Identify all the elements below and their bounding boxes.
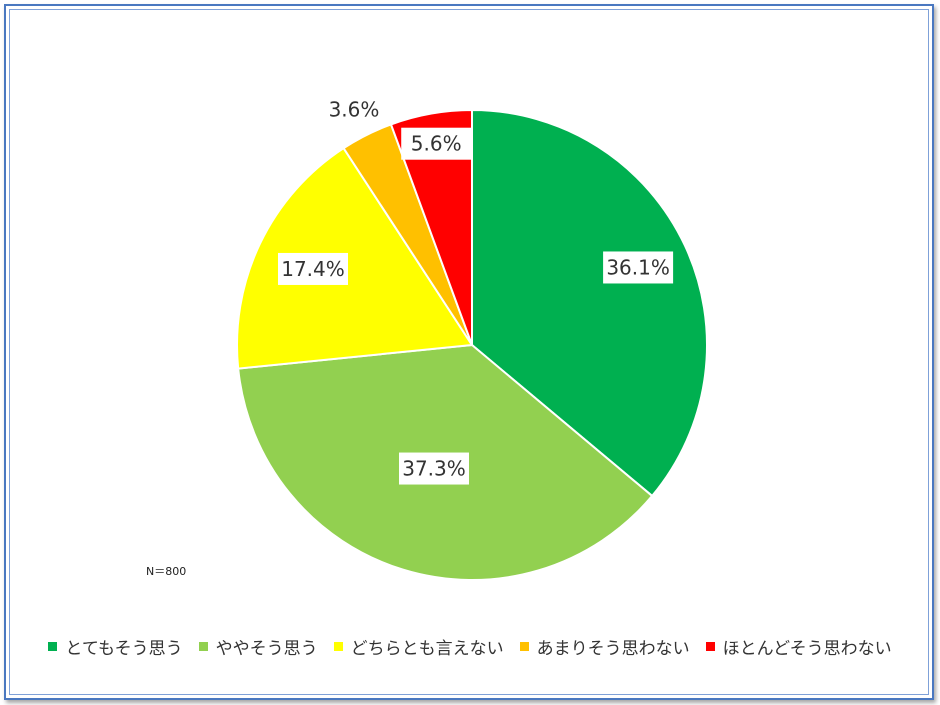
legend-item-neutral: どちらとも言えない — [333, 634, 504, 659]
legend-label-somewhat-disagree: あまりそう思わない — [536, 639, 690, 659]
svg-text:3.6%: 3.6% — [329, 98, 380, 122]
data-label-somewhat-disagree: 3.6% — [329, 98, 380, 122]
data-label-very-agree: 36.1% — [603, 251, 674, 284]
legend-label-very-agree: とてもそう思う — [65, 639, 183, 659]
legend-swatch-somewhat-disagree — [519, 642, 529, 651]
data-label-neutral: 17.4% — [277, 252, 348, 285]
legend-item-strongly-disagree: ほとんどそう思わない — [705, 634, 892, 659]
svg-text:5.6%: 5.6% — [411, 132, 462, 156]
legend-item-somewhat-agree: ややそう思う — [198, 634, 318, 659]
legend-label-strongly-disagree: ほとんどそう思わない — [722, 639, 892, 659]
sample-size-note: N＝800 — [146, 565, 187, 578]
legend-item-somewhat-disagree: あまりそう思わない — [519, 634, 690, 659]
chart-frame-inner — [9, 9, 929, 695]
pie-slice-neutral — [236, 146, 474, 370]
legend-swatch-strongly-disagree — [705, 642, 715, 651]
pie-slice-very-agree — [471, 108, 708, 498]
pie-slice-strongly-disagree — [389, 108, 473, 346]
svg-text:17.4%: 17.4% — [281, 257, 345, 281]
svg-text:36.1%: 36.1% — [606, 255, 670, 279]
legend-swatch-neutral — [333, 642, 343, 651]
legend-swatch-very-agree — [48, 642, 58, 651]
legend-item-very-agree: とてもそう思う — [48, 634, 183, 659]
legend-swatch-somewhat-agree — [198, 642, 208, 651]
legend: とてもそう思う ややそう思う どちらとも言えない あまりそう思わない ほとんどそう思わな… — [0, 634, 940, 659]
legend-label-neutral: どちらとも言えない — [350, 639, 504, 659]
svg-text:37.3%: 37.3% — [402, 457, 466, 481]
data-label-somewhat-agree: 37.3% — [398, 452, 469, 485]
legend-label-somewhat-agree: ややそう思う — [215, 639, 318, 659]
data-label-strongly-disagree: 5.6% — [401, 127, 472, 160]
